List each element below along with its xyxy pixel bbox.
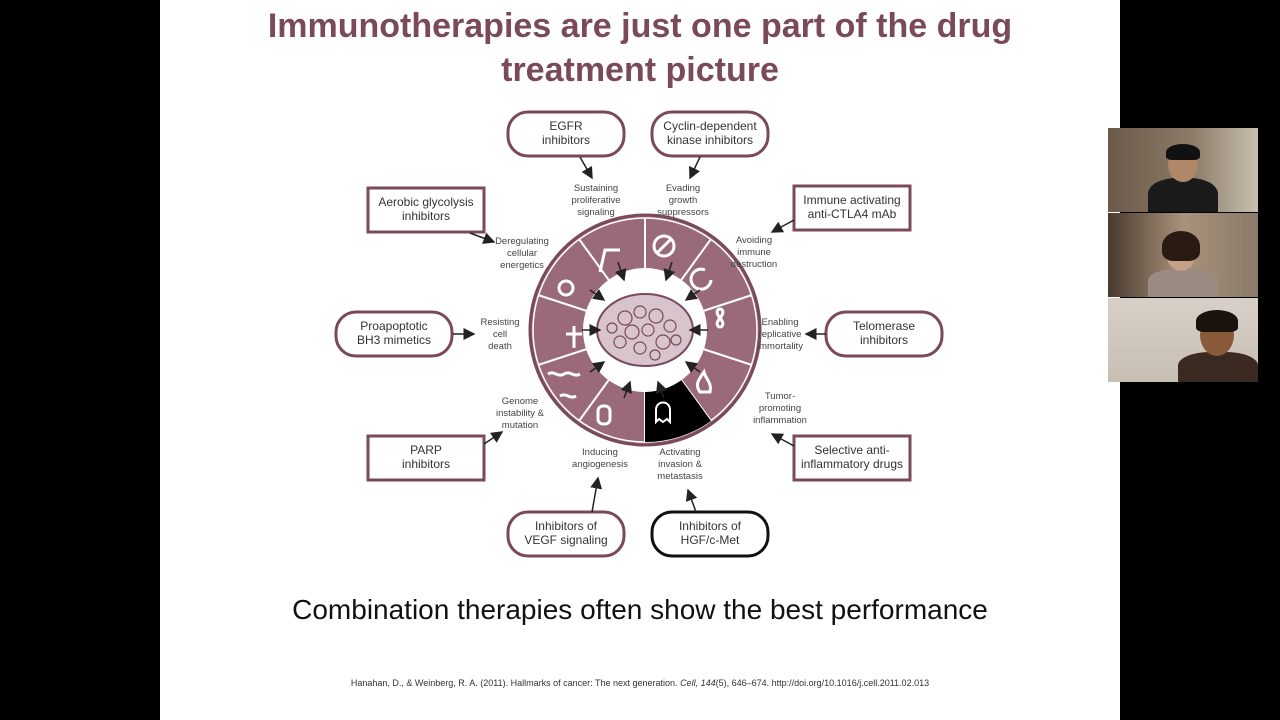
growth-l3: suppressors (657, 207, 709, 218)
box-parp (366, 434, 486, 482)
parp-l1: PARP (410, 443, 442, 457)
box-antiinflam (792, 434, 912, 482)
growth-l1: Evading (666, 183, 700, 194)
inflam-l1: Tumor- (765, 391, 795, 402)
hallmarks-wheel (528, 213, 762, 447)
hgf-l1: Inhibitors of (679, 519, 742, 533)
box-cdk (650, 110, 770, 158)
slide-citation: Hanahan, D., & Weinberg, R. A. (2011). H… (160, 678, 1120, 688)
prolif-l2: proliferative (571, 195, 620, 206)
death-l3: death (488, 341, 512, 352)
death-l1: Resisting (480, 317, 519, 328)
citation-suffix: (5), 646–674. http://doi.org/10.1016/j.c… (715, 678, 930, 688)
parp-l2: inhibitors (402, 457, 450, 471)
telomerase-l1: Telomerase (853, 319, 915, 333)
drug-box-shapes (334, 110, 944, 558)
title-line-1: Immunotherapies are just one part of the… (267, 7, 1013, 45)
egfr-l1: EGFR (549, 119, 583, 133)
vegf-l2: VEGF signaling (524, 533, 607, 547)
citation-journal: Cell, 144 (680, 678, 716, 688)
slide-canvas: Immunotherapies are just one part of the… (160, 0, 1120, 720)
hallmark-labels: Sustaining proliferative signaling Evadi… (480, 183, 806, 482)
tumor-cells-center (596, 293, 694, 367)
immort-l1: Enabling (762, 317, 799, 328)
participant-video-1[interactable] (1108, 128, 1258, 212)
pacman-icon (689, 267, 713, 291)
antiinflam-l2: inflammatory drugs (801, 457, 903, 471)
inflam-l2: promoting (759, 403, 801, 414)
proapoptotic-l2: BH3 mimetics (357, 333, 431, 347)
dna-icon (547, 371, 581, 377)
egfr-l2: inhibitors (542, 133, 590, 147)
participant-video-3[interactable] (1108, 298, 1258, 382)
aerobic-l2: inhibitors (402, 209, 450, 223)
box-proapoptotic (334, 310, 454, 358)
box-aerobic (366, 186, 486, 234)
genome-l1: Genome (502, 396, 538, 407)
energ-l1: Deregulating (495, 236, 549, 247)
genome-l3: mutation (502, 420, 538, 431)
invasion-l1: Activating (659, 447, 700, 458)
box-immune (792, 184, 912, 232)
citation-prefix: Hanahan, D., & Weinberg, R. A. (2011). H… (350, 678, 681, 688)
immune-l1: Immune activating (803, 193, 900, 207)
death-l2: cell (493, 329, 507, 340)
drug-box-labels: EGFR inhibitors Cyclin-dependent kinase … (357, 119, 915, 547)
cdk-l2: kinase inhibitors (667, 133, 753, 147)
proliferative-arrow-icon (598, 248, 620, 273)
box-vegf (506, 510, 626, 558)
flame-icon (696, 368, 712, 394)
telomerase-l2: inhibitors (860, 333, 908, 347)
angio-l1: Inducing (582, 447, 618, 458)
immort-l3: immortality (757, 341, 803, 352)
proapoptotic-l1: Proapoptotic (360, 319, 427, 333)
immdest-l1: Avoiding (736, 235, 772, 246)
box-egfr (506, 110, 626, 158)
prolif-l3: signaling (577, 207, 615, 218)
no-entry-icon (652, 234, 676, 258)
antiinflam-l1: Selective anti- (814, 443, 889, 457)
title-line-2: treatment picture (501, 51, 779, 89)
growth-l2: growth (669, 195, 698, 206)
participant-video-2[interactable] (1108, 213, 1258, 297)
invasion-l3: metastasis (657, 471, 703, 482)
invasion-l2: invasion & (658, 459, 702, 470)
ghost-icon (655, 401, 671, 425)
slide-title: Immunotherapies are just one part of the… (160, 4, 1120, 92)
immort-l2: replicative (759, 329, 802, 340)
immdest-l2: immune (737, 247, 771, 258)
hgf-l2: HGF/c-Met (681, 533, 740, 547)
connector-arrows (453, 156, 826, 513)
energ-l3: energetics (500, 260, 544, 271)
vegf-l1: Inhibitors of (535, 519, 598, 533)
vessel-icon (596, 404, 612, 426)
genome-l2: instability & (496, 408, 545, 419)
energ-l2: cellular (507, 248, 537, 259)
hallmarks-diagram: EGFR inhibitors Cyclin-dependent kinase … (334, 110, 944, 558)
inflam-l3: inflammation (753, 415, 807, 426)
immune-l2: anti-CTLA4 mAb (808, 207, 897, 221)
box-hgf (650, 510, 770, 558)
cross-icon (566, 326, 582, 348)
slide-subtitle: Combination therapies often show the bes… (292, 594, 988, 625)
prolif-l1: Sustaining (574, 183, 618, 194)
cdk-l1: Cyclin-dependent (663, 119, 757, 133)
infinity-icon (715, 307, 725, 329)
angio-l2: angiogenesis (572, 459, 628, 470)
immdest-l3: destruction (731, 259, 777, 270)
aerobic-l1: Aerobic glycolysis (378, 195, 473, 209)
energetics-icon (557, 279, 575, 297)
